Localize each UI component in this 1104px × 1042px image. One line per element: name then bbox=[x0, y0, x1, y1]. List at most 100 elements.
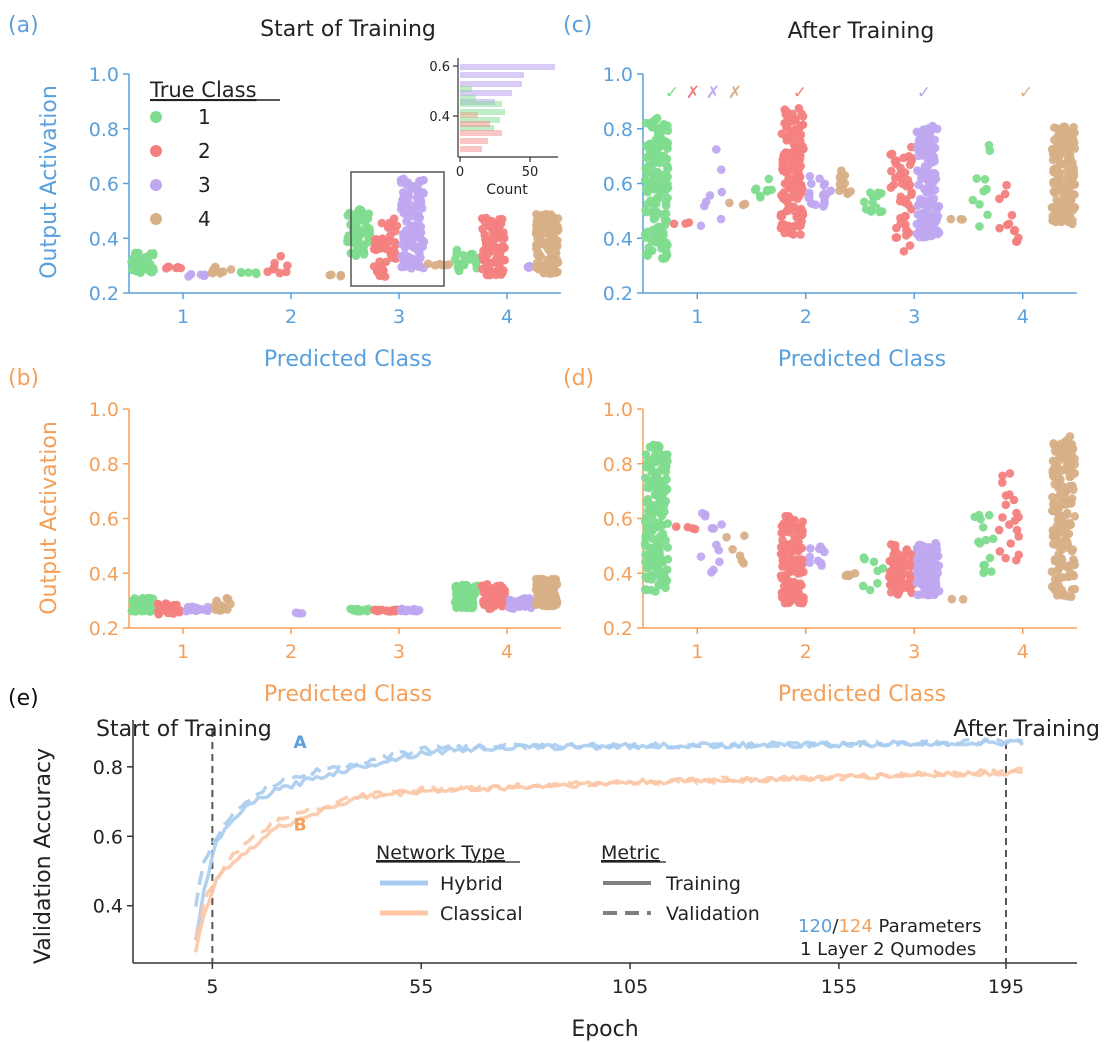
marker-label-after: After Training bbox=[953, 717, 1100, 742]
data-point bbox=[776, 542, 786, 552]
data-point bbox=[533, 250, 542, 260]
data-point bbox=[975, 199, 984, 209]
data-point bbox=[836, 170, 846, 180]
data-point bbox=[778, 562, 787, 571]
data-point bbox=[793, 569, 803, 578]
data-point bbox=[920, 196, 929, 206]
data-point bbox=[336, 271, 345, 281]
inset-bar bbox=[460, 146, 482, 152]
data-point bbox=[1000, 189, 1010, 199]
data-point bbox=[661, 453, 671, 462]
x-tick-label: 1 bbox=[177, 641, 189, 663]
inset-bar bbox=[460, 121, 490, 127]
data-point bbox=[930, 549, 940, 558]
data-point bbox=[920, 162, 930, 171]
data-point bbox=[891, 173, 900, 183]
data-point bbox=[487, 258, 497, 268]
data-point bbox=[444, 260, 454, 269]
x-tick-label: 2 bbox=[800, 641, 812, 663]
data-point bbox=[922, 173, 932, 182]
data-point bbox=[725, 198, 734, 208]
training-legend: Network Type Hybrid Classical Metric Tra… bbox=[376, 842, 760, 925]
data-point bbox=[740, 531, 749, 541]
data-point bbox=[797, 581, 806, 590]
data-point bbox=[796, 206, 806, 216]
data-point bbox=[896, 192, 906, 202]
data-point bbox=[661, 201, 671, 211]
data-point bbox=[385, 218, 394, 228]
data-point bbox=[905, 241, 915, 250]
cross-mark: ✗ bbox=[706, 83, 720, 103]
panel-label-b: (b) bbox=[8, 366, 39, 391]
ylabel-e: Validation Accuracy bbox=[31, 748, 56, 964]
data-point bbox=[994, 525, 1004, 535]
y-tick-label: 0.2 bbox=[89, 618, 119, 640]
inset-histogram: 0.6 0.4 0 50 Count bbox=[429, 58, 558, 198]
data-point bbox=[413, 182, 422, 191]
inset-bar bbox=[460, 86, 472, 92]
data-point bbox=[762, 185, 772, 195]
data-point bbox=[423, 259, 433, 269]
data-point bbox=[400, 197, 410, 207]
data-point bbox=[717, 187, 727, 197]
data-point bbox=[647, 467, 656, 477]
data-point bbox=[648, 534, 657, 544]
data-point bbox=[649, 214, 659, 224]
data-point bbox=[985, 553, 995, 563]
data-point bbox=[889, 180, 899, 190]
data-point bbox=[452, 249, 461, 258]
data-point bbox=[786, 567, 795, 577]
data-point bbox=[148, 263, 158, 273]
data-point bbox=[924, 579, 933, 589]
x-tick-label: 4 bbox=[1017, 641, 1029, 663]
data-point bbox=[643, 251, 652, 261]
data-point bbox=[931, 540, 941, 550]
annotation-b: B bbox=[294, 815, 307, 835]
x-tick-label: 3 bbox=[393, 641, 405, 663]
data-point bbox=[902, 547, 911, 557]
data-point bbox=[995, 223, 1004, 233]
data-point bbox=[641, 531, 651, 541]
data-point bbox=[806, 544, 815, 553]
data-point bbox=[820, 199, 829, 209]
data-point bbox=[716, 165, 726, 174]
legend-label-3: 3 bbox=[198, 173, 211, 197]
legend-swatch-2 bbox=[150, 145, 162, 157]
data-point bbox=[858, 581, 868, 591]
cross-mark: ✗ bbox=[686, 83, 700, 103]
layer-description: 1 Layer 2 Qumodes bbox=[800, 939, 976, 960]
x-tick-label: 1 bbox=[177, 306, 189, 328]
data-point bbox=[544, 230, 554, 239]
data-point bbox=[1050, 582, 1060, 592]
data-point bbox=[782, 132, 791, 142]
data-point bbox=[903, 175, 913, 185]
y-tick-label: 0.4 bbox=[603, 228, 633, 250]
y-tick-label: 0.6 bbox=[93, 826, 123, 848]
x-tick-label: 1 bbox=[691, 306, 703, 328]
data-point bbox=[1048, 155, 1058, 165]
data-point bbox=[998, 513, 1007, 522]
data-point bbox=[184, 272, 193, 281]
data-point bbox=[789, 230, 798, 239]
data-point bbox=[983, 210, 992, 220]
legend-classical-label: Classical bbox=[440, 903, 523, 925]
data-point bbox=[890, 543, 900, 553]
data-point bbox=[226, 265, 236, 274]
data-point bbox=[489, 227, 498, 237]
data-point bbox=[764, 174, 774, 184]
data-point bbox=[1066, 592, 1076, 602]
data-point bbox=[930, 156, 939, 166]
data-point bbox=[897, 557, 906, 566]
legend-swatch-1 bbox=[150, 111, 162, 123]
data-point bbox=[661, 253, 670, 263]
data-point bbox=[276, 251, 285, 261]
data-point bbox=[1067, 138, 1077, 148]
data-point bbox=[207, 268, 217, 277]
data-point bbox=[546, 267, 555, 276]
data-point bbox=[412, 198, 422, 208]
data-point bbox=[1011, 555, 1021, 565]
data-point bbox=[947, 594, 957, 604]
data-point bbox=[755, 191, 765, 201]
check-mark: ✓ bbox=[1019, 83, 1033, 103]
data-point bbox=[919, 140, 929, 150]
